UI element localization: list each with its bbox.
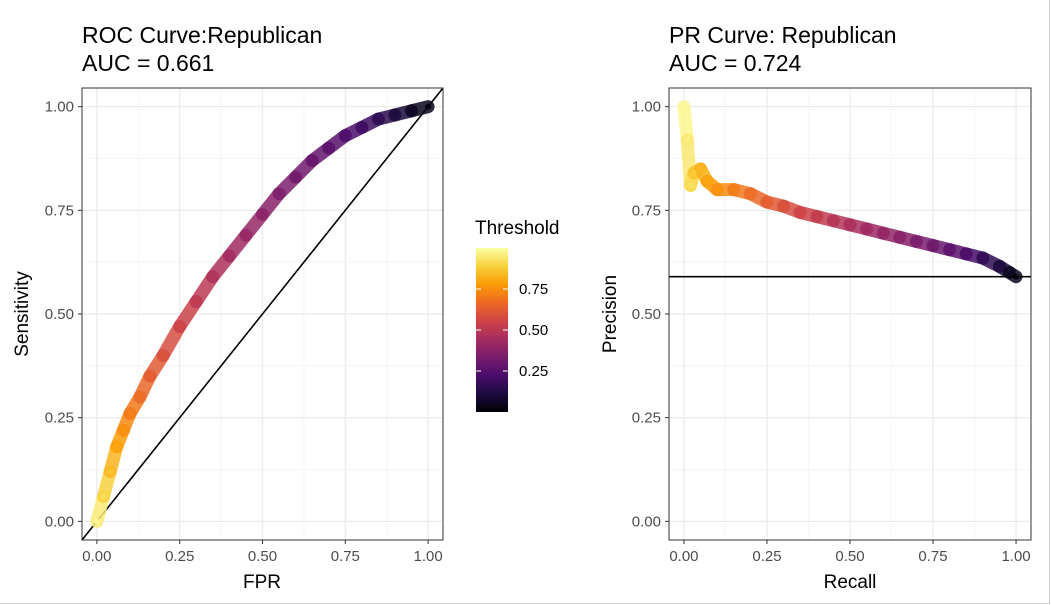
roc-y-tick-label: 0.50 <box>45 306 74 323</box>
legend-title: Threshold <box>475 218 560 239</box>
pr-curve-point <box>979 255 986 262</box>
roc-curve-point <box>136 393 143 400</box>
pr-curve-point <box>687 182 694 189</box>
pr-curve-point <box>963 250 970 257</box>
pr-curve-point <box>730 186 737 193</box>
roc-curve-point <box>113 443 120 450</box>
roc-curve-point <box>120 427 127 434</box>
legend-tick-label: 0.50 <box>519 322 548 339</box>
pr-y-tick-label: 0.50 <box>632 306 661 323</box>
pr-curve-point <box>763 199 770 206</box>
pr-curve-point <box>996 263 1003 270</box>
pr-curve-point <box>913 238 920 245</box>
pr-x-tick-label: 1.00 <box>1001 548 1030 565</box>
reference-diagonal-line <box>81 87 444 541</box>
pr-curve-point <box>847 221 853 228</box>
pr-curve-point <box>880 230 887 237</box>
pr-y-axis-ticks: 0.00 0.25 0.50 0.75 1.00 <box>632 99 669 530</box>
roc-curve-point <box>193 298 200 305</box>
roc-subtitle: AUC = 0.661 <box>82 50 214 76</box>
legend-colorbar <box>476 248 508 412</box>
roc-curve-point <box>100 493 107 500</box>
pr-y-tick-label: 0.75 <box>632 202 661 219</box>
pr-x-tick-label: 0.50 <box>835 548 864 565</box>
pr-y-axis-label: Precision <box>600 275 621 353</box>
pr-curve-point <box>946 246 953 253</box>
roc-curve-point <box>127 410 134 417</box>
pr-gridlines <box>669 88 1031 540</box>
roc-curve-point <box>276 190 283 197</box>
roc-y-tick-label: 0.75 <box>45 202 74 219</box>
pr-curve-point <box>830 217 837 224</box>
roc-reference-diagonal <box>81 87 444 541</box>
roc-x-tick-label: 0.50 <box>248 548 277 565</box>
pr-curve-point <box>1006 269 1013 276</box>
pr-curve-point <box>780 203 787 210</box>
pr-curve-point <box>690 170 697 177</box>
roc-y-tick-label: 0.00 <box>45 513 74 530</box>
roc-panel: ROC Curve:Republican AUC = 0.661 0.00 0.2… <box>12 22 444 593</box>
pr-curve-point <box>680 103 687 110</box>
roc-y-tick-label: 1.00 <box>45 99 74 116</box>
roc-curve-point <box>425 103 432 110</box>
roc-y-tick-label: 0.25 <box>45 410 74 427</box>
roc-curve-point <box>391 111 398 118</box>
roc-y-axis-label: Sensitivity <box>12 271 33 357</box>
roc-curve-point <box>209 273 216 280</box>
pr-curve-point <box>896 234 903 241</box>
roc-curve-point <box>408 107 415 114</box>
roc-x-axis-ticks: 0.00 0.25 0.50 0.75 1.00 <box>82 540 443 565</box>
pr-y-tick-label: 1.00 <box>632 99 661 116</box>
roc-curve-point <box>146 373 153 380</box>
legend-ticks: 0.75 0.50 0.25 <box>476 281 548 380</box>
pr-x-tick-label: 0.25 <box>752 548 781 565</box>
roc-curve-point <box>107 468 114 475</box>
roc-title: ROC Curve:Republican <box>82 22 322 48</box>
pr-y-tick-label: 0.25 <box>632 410 661 427</box>
pr-x-axis-label: Recall <box>824 572 877 593</box>
pr-curve-point <box>704 178 711 185</box>
pr-panel: PR Curve: Republican AUC = 0.724 0.00 0.2… <box>600 22 1032 593</box>
roc-curve-point <box>93 518 100 525</box>
roc-curve-point <box>226 252 233 259</box>
roc-curve-point <box>160 352 167 359</box>
roc-curve <box>90 100 435 528</box>
legend-tick-label: 0.75 <box>519 281 548 298</box>
pr-subtitle: AUC = 0.724 <box>669 50 802 76</box>
roc-curve-point <box>259 211 266 218</box>
pr-x-tick-label: 0.00 <box>669 548 698 565</box>
pr-x-tick-label: 0.75 <box>918 548 947 565</box>
roc-y-axis-ticks: 0.00 0.25 0.50 0.75 1.00 <box>45 99 82 530</box>
roc-x-axis-label: FPR <box>243 572 281 593</box>
pr-title: PR Curve: Republican <box>669 22 897 48</box>
pr-curve-point <box>697 165 704 172</box>
pr-curve-point <box>797 209 804 216</box>
threshold-legend: Threshold 0.75 0.50 0.25 <box>475 218 560 412</box>
roc-curve-point <box>342 132 349 139</box>
roc-curve-point <box>325 145 332 152</box>
pr-curve-point <box>747 190 754 197</box>
pr-curve-point <box>684 136 691 143</box>
pr-y-tick-label: 0.00 <box>632 513 661 530</box>
pr-curve <box>677 100 1023 284</box>
pr-x-axis-ticks: 0.00 0.25 0.50 0.75 1.00 <box>669 540 1031 565</box>
pr-curve-point <box>714 186 721 193</box>
roc-curve-point <box>242 232 249 239</box>
roc-x-tick-label: 0.25 <box>165 548 194 565</box>
roc-curve-point <box>292 174 299 181</box>
roc-curve-point <box>309 157 316 164</box>
pr-curve-point <box>863 225 870 232</box>
roc-curve-point <box>375 116 382 123</box>
roc-curve-point <box>358 124 365 131</box>
roc-curve-point <box>176 323 183 330</box>
roc-x-tick-label: 1.00 <box>413 548 442 565</box>
roc-x-tick-label: 0.00 <box>82 548 111 565</box>
pr-curve-point <box>930 242 937 249</box>
roc-x-tick-label: 0.75 <box>331 548 360 565</box>
pr-curve-point <box>813 213 820 220</box>
legend-tick-label: 0.25 <box>519 363 548 380</box>
